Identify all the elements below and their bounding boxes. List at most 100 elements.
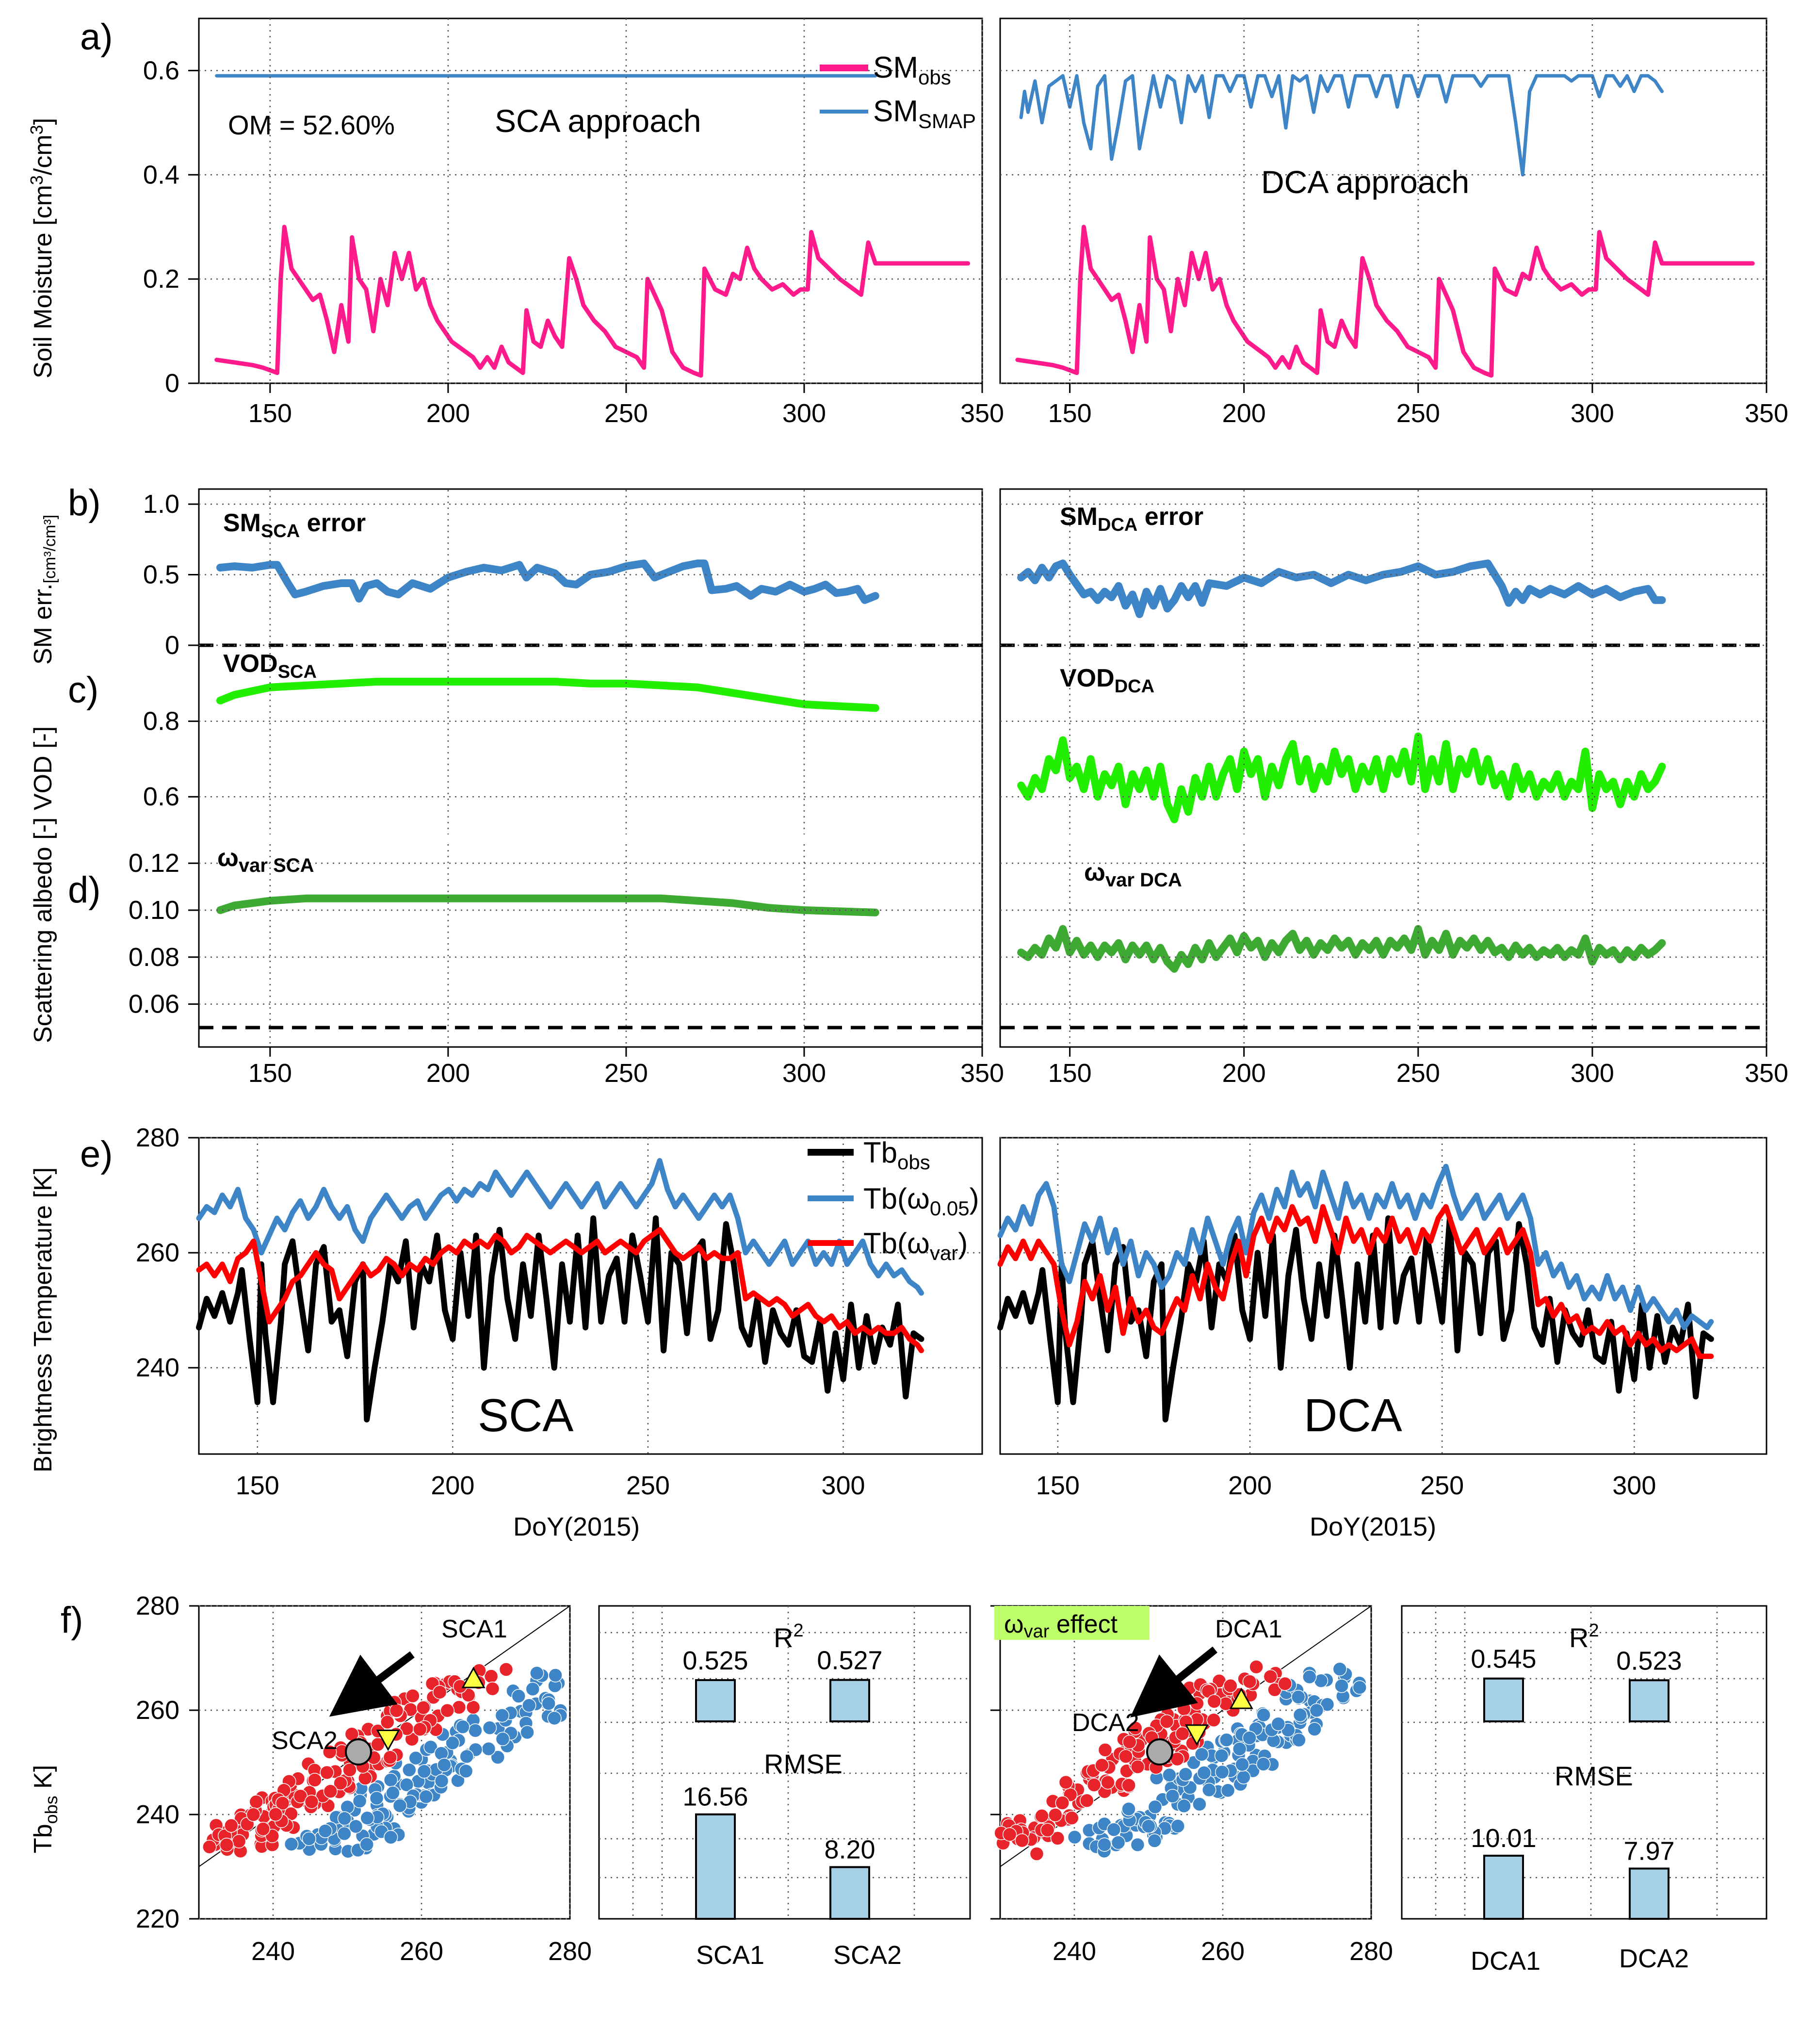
- scatter-blue-1-116: [1147, 1833, 1162, 1848]
- xtick-d-right-3: 300: [1571, 1059, 1614, 1088]
- ytick-f-2: 260: [136, 1696, 179, 1725]
- bar-r2-DCA1: [1483, 1677, 1524, 1722]
- ytick-f-3: 280: [136, 1591, 179, 1620]
- panel-bcd-left-frame: [198, 488, 983, 1048]
- omega-effect-text: ωvar effect: [1004, 1610, 1118, 1642]
- scatter-red-0-141: [342, 1763, 357, 1777]
- scatter-red-1-145: [1175, 1726, 1190, 1741]
- xtick-e-left-3: 300: [821, 1471, 865, 1500]
- scatter-red-1-54: [1249, 1660, 1264, 1674]
- ytick-b-0: 0: [165, 631, 179, 660]
- scatter-blue-1-128: [1178, 1767, 1193, 1782]
- scatter-blue-1-129: [1121, 1801, 1136, 1816]
- scatter-red-0-140: [383, 1750, 398, 1765]
- scatter-blue-0-144: [383, 1773, 398, 1787]
- sca-approach-label: SCA approach: [495, 103, 701, 139]
- xtick-f-1-2: 280: [1349, 1937, 1393, 1966]
- scatter-red-0-93: [293, 1789, 308, 1803]
- vod-dca-label: VODDCA: [1060, 664, 1154, 697]
- scatter-blue-0-100: [482, 1720, 497, 1735]
- scatter-blue-1-125: [1232, 1742, 1247, 1756]
- bar-r2-DCA2: [1629, 1679, 1669, 1722]
- dca2-label: DCA2: [1072, 1709, 1139, 1737]
- scatter-red-1-146: [1029, 1847, 1044, 1861]
- scatter-red-1-101: [1278, 1676, 1293, 1691]
- xtick-e-left-0: 150: [236, 1471, 279, 1500]
- scatter-red-1-132: [1086, 1778, 1102, 1792]
- scatter-blue-1-79: [1293, 1707, 1308, 1722]
- om-annotation: OM = 52.60%: [228, 110, 395, 140]
- bar-rmse-label-SCA1: 16.56: [682, 1782, 748, 1812]
- xtick-e-left-1: 200: [431, 1471, 474, 1500]
- series-a-SMobs-right: [1015, 225, 1755, 378]
- scatter-red-1-140: [1122, 1734, 1137, 1750]
- scatter-blue-0-143: [383, 1830, 398, 1845]
- panel-e-left-frame: [198, 1137, 983, 1455]
- mean-marker-SCA1: [461, 1667, 486, 1688]
- scatter-red-1-84: [1242, 1674, 1257, 1689]
- scatter-red-1-134: [1263, 1669, 1278, 1684]
- panel-label-b: b): [68, 482, 101, 523]
- ytick-e-0: 240: [136, 1353, 179, 1382]
- scatter-blue-1-117: [1162, 1767, 1177, 1782]
- scatter-blue-1-104: [1067, 1830, 1082, 1845]
- scatter-blue-1-138: [1219, 1733, 1234, 1747]
- obs-mean-marker-0: [344, 1738, 372, 1766]
- scatter-blue-1-134: [1332, 1662, 1347, 1676]
- sca2-label: SCA2: [272, 1727, 338, 1755]
- scatter-red-1-144: [1002, 1827, 1017, 1842]
- bar-r2-label-SCA1: 0.525: [682, 1646, 748, 1675]
- series-e-0-right: [997, 1215, 1714, 1423]
- scatter-blue-1-144: [1106, 1822, 1121, 1837]
- r2-label-sca: R2: [774, 1620, 804, 1653]
- series-e-1-left: [196, 1158, 924, 1296]
- panel-f-dca-scatter-frame: [999, 1605, 1372, 1920]
- sm-sca-error-label: SMSCA error: [223, 509, 366, 541]
- ytick-f-0: 220: [136, 1904, 179, 1933]
- xtick-f-0-0: 240: [251, 1937, 295, 1966]
- bar-rmse-label-DCA1: 10.01: [1471, 1824, 1536, 1853]
- scatter-blue-0-124: [459, 1749, 474, 1764]
- scatter-blue-0-27: [399, 1778, 414, 1792]
- scatter-red-0-99: [304, 1795, 319, 1809]
- ytick-c-1: 0.8: [143, 707, 179, 736]
- scatter-red-0-133: [249, 1795, 263, 1809]
- xtick-f-1-1: 260: [1201, 1937, 1245, 1966]
- xtick-d-right-1: 200: [1222, 1059, 1266, 1088]
- scatter-blue-0-117: [522, 1698, 536, 1713]
- xtick-a-left-2: 250: [604, 399, 648, 428]
- dca1-label: DCA1: [1215, 1615, 1282, 1643]
- scatter-blue-0-140: [437, 1758, 452, 1772]
- bar-r2-label-SCA2: 0.527: [817, 1646, 882, 1675]
- scatter-red-1-148: [1095, 1758, 1109, 1773]
- scatter-blue-1-137: [1256, 1707, 1271, 1722]
- ylabel-b: SM err.[cm³/cm³]: [29, 515, 59, 665]
- scatter-red-0-145: [485, 1682, 500, 1696]
- scatter-blue-0-129: [419, 1789, 434, 1804]
- xtick-a-left-3: 300: [782, 399, 826, 428]
- series-a-SMobs-left: [214, 225, 971, 378]
- ytick-e-1: 260: [136, 1238, 179, 1267]
- scatter-blue-1-64: [1236, 1770, 1251, 1784]
- bar-rmse-DCA2: [1629, 1867, 1669, 1920]
- scatter-red-1-149: [1206, 1713, 1221, 1727]
- scatter-blue-0-120: [302, 1831, 316, 1846]
- xtick-d-left-1: 200: [426, 1059, 470, 1088]
- ytick-a-3: 0.6: [143, 56, 179, 85]
- xtick-d-right-0: 150: [1048, 1059, 1092, 1088]
- xtick-e-right-0: 150: [1036, 1471, 1080, 1500]
- scatter-blue-1-74: [1177, 1799, 1191, 1813]
- xtick-d-left-4: 350: [960, 1059, 1004, 1088]
- ytick-b-1: 0.5: [143, 560, 179, 589]
- scatter-blue-0-147: [520, 1725, 535, 1740]
- bar-cat-sca2: SCA2: [833, 1941, 902, 1970]
- scatter-blue-0-104: [445, 1735, 460, 1750]
- xlabel-e-left: DoY(2015): [513, 1512, 640, 1541]
- scatter-red-0-135: [268, 1807, 283, 1822]
- xtick-a-right-0: 150: [1048, 399, 1092, 428]
- scatter-red-0-146: [413, 1722, 427, 1737]
- legend-a: SMobs SMSMAP: [820, 51, 976, 132]
- legend-a-smap-label: SMSMAP: [873, 95, 976, 132]
- ytick-a-1: 0.2: [143, 264, 179, 294]
- scatter-blue-0-132: [495, 1708, 510, 1723]
